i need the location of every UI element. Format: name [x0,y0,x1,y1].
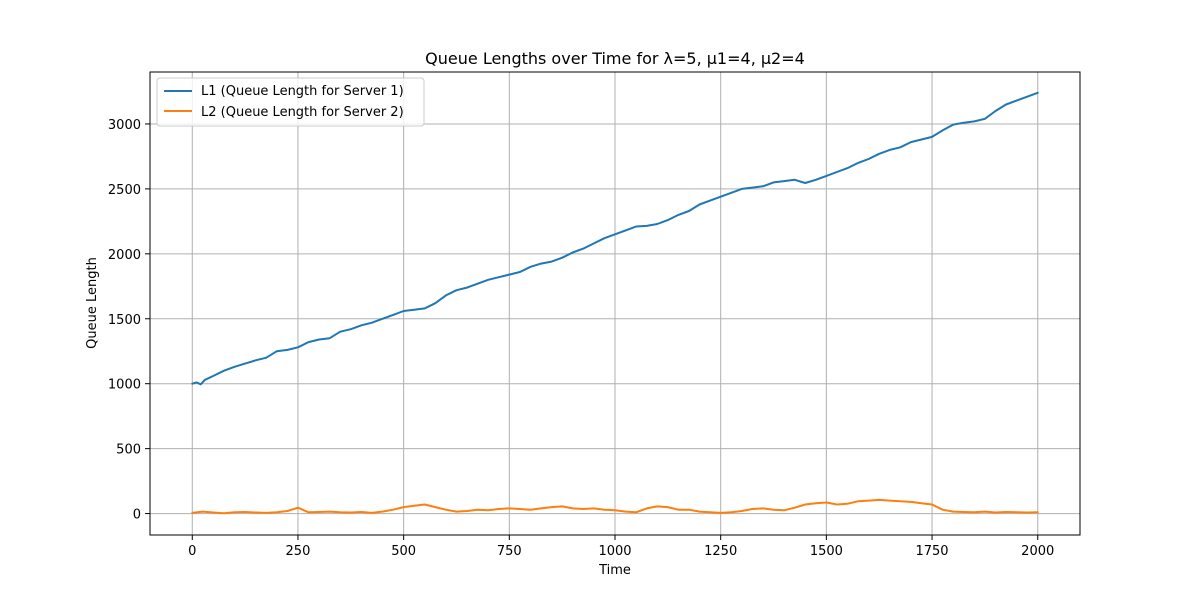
y-tick-label: 1500 [108,313,141,328]
y-tick-label: 0 [133,508,141,523]
x-tick-label: 0 [188,544,196,559]
series-line-l1 [191,91,1039,386]
x-tick-label: 1500 [810,544,843,559]
y-axis: 0 500 1000 1500 2000 2500 3000 [108,118,150,523]
x-axis-label: Time [598,563,631,578]
y-tick-label: 2000 [108,248,141,263]
legend-box [156,77,425,127]
chart-title: Queue Lengths over Time for λ=5, μ1=4, μ… [425,49,805,68]
y-tick-label: 2500 [108,183,141,198]
y-tick-label: 1000 [108,378,141,393]
legend: L1 (Queue Length for Server 1) L2 (Queue… [156,77,425,127]
x-tick-label: 250 [286,544,311,559]
series-layer [191,91,1039,515]
x-tick-label: 500 [391,544,416,559]
x-axis: 0 250 500 750 1000 1250 1500 1750 2000 [188,535,1054,559]
x-tick-label: 1250 [704,544,737,559]
y-axis-label: Queue Length [85,257,100,349]
legend-label-l1: L1 (Queue Length for Server 1) [201,84,404,99]
x-tick-label: 2000 [1021,544,1054,559]
x-tick-label: 750 [497,544,522,559]
series-line-l2 [191,498,1039,515]
legend-label-l2: L2 (Queue Length for Server 2) [201,105,404,120]
y-tick-label: 500 [116,443,141,458]
x-tick-label: 1750 [915,544,948,559]
grid-layer [150,72,1080,535]
x-tick-label: 1000 [598,544,631,559]
y-tick-label: 3000 [108,118,141,133]
